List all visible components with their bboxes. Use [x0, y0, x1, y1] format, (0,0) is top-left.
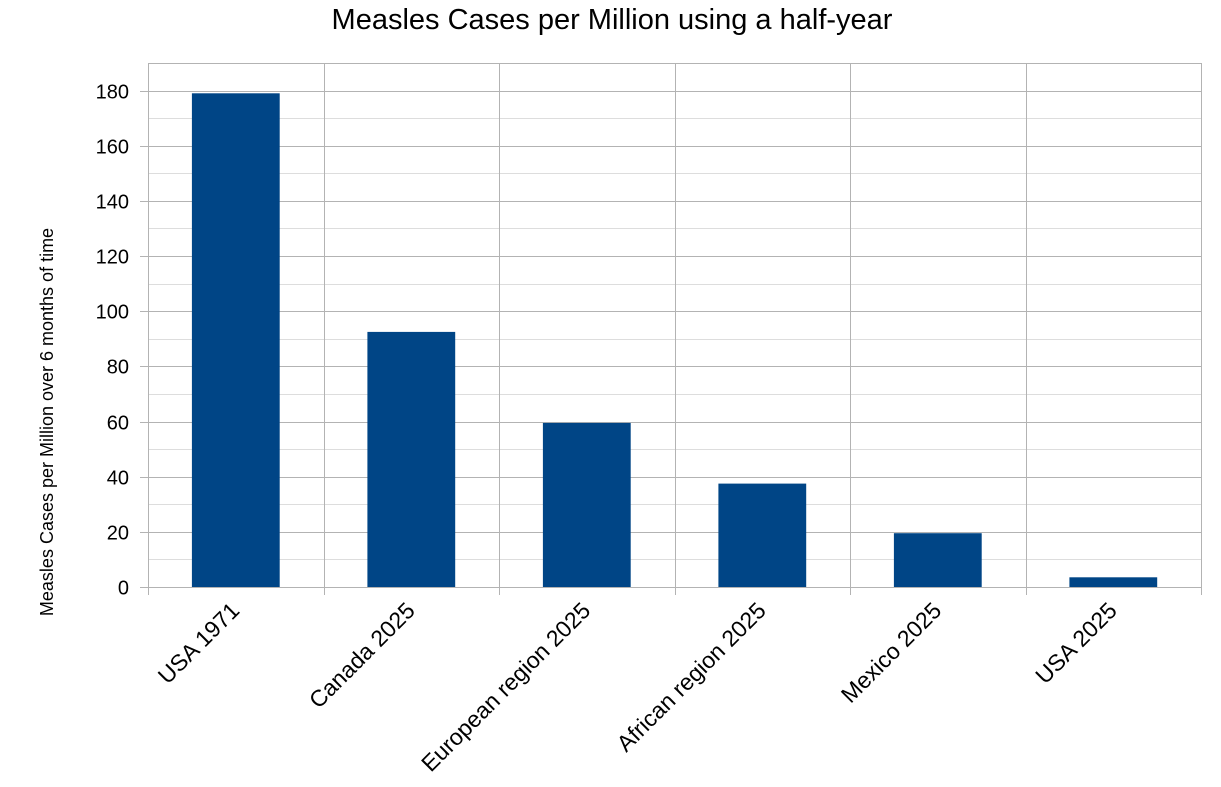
major-gridlines	[148, 63, 1202, 587]
bar-series	[191, 93, 1158, 588]
bar	[367, 331, 456, 587]
y-tick-label: 40	[107, 468, 129, 490]
x-tick-label: Canada 2025	[304, 597, 420, 713]
bar	[718, 483, 807, 587]
bar	[1069, 577, 1158, 587]
x-tick-label: African region 2025	[611, 597, 770, 756]
y-tick-label: 100	[96, 302, 129, 324]
y-axis-label: Measles Cases per Million over 6 months …	[37, 228, 57, 616]
y-tick-label: 20	[107, 523, 129, 545]
y-tick-label: 120	[96, 247, 129, 269]
axes	[140, 91, 1202, 595]
y-tick-label: 140	[96, 192, 129, 214]
bar	[542, 422, 631, 587]
minor-gridlines	[148, 118, 1201, 560]
y-tick-labels: 0 20 40 60 80 100 120 140 160 180	[96, 82, 129, 600]
bar	[191, 93, 280, 588]
y-tick-label: 0	[118, 578, 129, 600]
y-tick-label: 80	[107, 357, 129, 379]
x-tick-label: USA 2025	[1030, 597, 1122, 689]
bar	[893, 533, 982, 587]
y-tick-label: 160	[96, 137, 129, 159]
y-tick-label: 60	[107, 413, 129, 435]
x-tick-label: USA 1971	[153, 597, 245, 689]
y-tick-label: 180	[96, 82, 129, 104]
x-tick-label: Mexico 2025	[836, 597, 947, 708]
chart-title: Measles Cases per Million using a half-y…	[332, 4, 893, 36]
x-tick-label: European region 2025	[416, 597, 595, 776]
